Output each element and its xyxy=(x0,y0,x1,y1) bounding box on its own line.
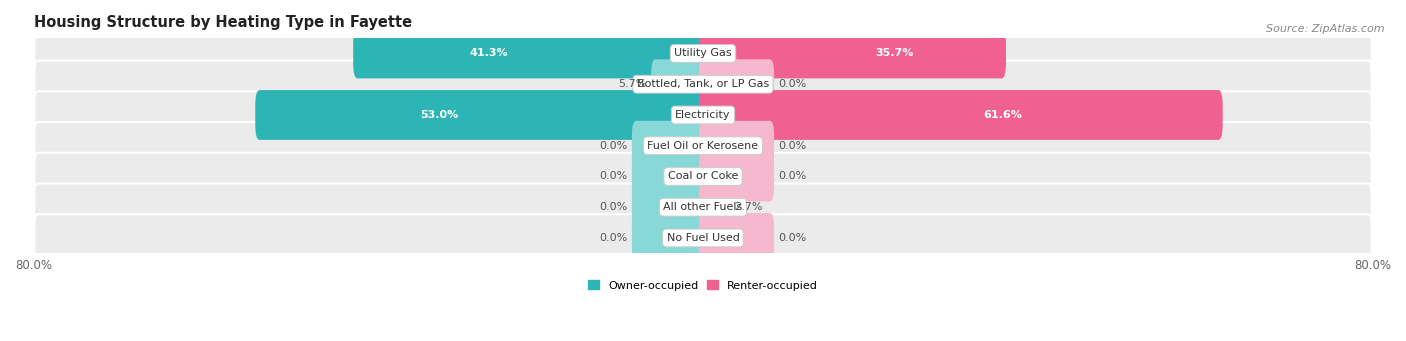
Text: 0.0%: 0.0% xyxy=(779,172,807,181)
FancyBboxPatch shape xyxy=(631,182,707,232)
FancyBboxPatch shape xyxy=(699,151,775,202)
Text: 0.0%: 0.0% xyxy=(779,79,807,89)
FancyBboxPatch shape xyxy=(34,122,1372,169)
Text: Bottled, Tank, or LP Gas: Bottled, Tank, or LP Gas xyxy=(637,79,769,89)
Text: 0.0%: 0.0% xyxy=(599,172,627,181)
FancyBboxPatch shape xyxy=(34,153,1372,200)
Text: 0.0%: 0.0% xyxy=(599,141,627,151)
Text: 2.7%: 2.7% xyxy=(734,202,762,212)
FancyBboxPatch shape xyxy=(651,59,707,109)
Text: 0.0%: 0.0% xyxy=(779,233,807,243)
Text: 41.3%: 41.3% xyxy=(470,48,508,59)
FancyBboxPatch shape xyxy=(699,182,730,232)
FancyBboxPatch shape xyxy=(699,90,1223,140)
FancyBboxPatch shape xyxy=(699,121,775,170)
Legend: Owner-occupied, Renter-occupied: Owner-occupied, Renter-occupied xyxy=(583,276,823,295)
FancyBboxPatch shape xyxy=(34,61,1372,108)
FancyBboxPatch shape xyxy=(699,213,775,263)
Text: 5.7%: 5.7% xyxy=(619,79,647,89)
Text: 35.7%: 35.7% xyxy=(875,48,914,59)
Text: Electricity: Electricity xyxy=(675,110,731,120)
Text: Housing Structure by Heating Type in Fayette: Housing Structure by Heating Type in Fay… xyxy=(34,15,412,30)
Text: 0.0%: 0.0% xyxy=(599,233,627,243)
FancyBboxPatch shape xyxy=(631,213,707,263)
Text: 0.0%: 0.0% xyxy=(779,141,807,151)
Text: 61.6%: 61.6% xyxy=(983,110,1022,120)
Text: No Fuel Used: No Fuel Used xyxy=(666,233,740,243)
FancyBboxPatch shape xyxy=(699,29,1005,78)
Text: Source: ZipAtlas.com: Source: ZipAtlas.com xyxy=(1267,24,1385,34)
Text: Fuel Oil or Kerosene: Fuel Oil or Kerosene xyxy=(647,141,759,151)
Text: Coal or Coke: Coal or Coke xyxy=(668,172,738,181)
FancyBboxPatch shape xyxy=(353,29,707,78)
FancyBboxPatch shape xyxy=(631,151,707,202)
FancyBboxPatch shape xyxy=(631,121,707,170)
FancyBboxPatch shape xyxy=(699,59,775,109)
Text: All other Fuels: All other Fuels xyxy=(664,202,742,212)
FancyBboxPatch shape xyxy=(34,183,1372,231)
FancyBboxPatch shape xyxy=(34,91,1372,139)
Text: 53.0%: 53.0% xyxy=(420,110,458,120)
FancyBboxPatch shape xyxy=(256,90,707,140)
Text: 0.0%: 0.0% xyxy=(599,202,627,212)
FancyBboxPatch shape xyxy=(34,30,1372,77)
FancyBboxPatch shape xyxy=(34,214,1372,262)
Text: Utility Gas: Utility Gas xyxy=(675,48,731,59)
